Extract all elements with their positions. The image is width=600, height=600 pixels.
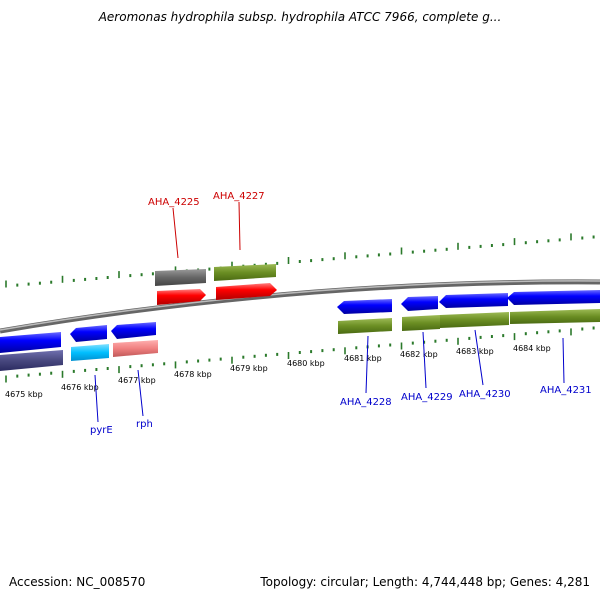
- accession-text: Accession: NC_008570: [9, 575, 146, 589]
- leader-line-aha-4229: [422, 331, 427, 389]
- cds-block-aha-4231[interactable]: [510, 309, 600, 324]
- scale-label: 4684 kbp: [513, 344, 551, 353]
- gene-arrow-aha-4228[interactable]: [337, 299, 392, 314]
- gene-label-aha-4231[interactable]: AHA_4231: [540, 385, 592, 396]
- gene-arrow-aha-4231[interactable]: [507, 290, 600, 305]
- cds-block-aha-4228[interactable]: [338, 318, 392, 334]
- gene-label-pyre[interactable]: pyrE: [90, 425, 113, 436]
- scale-label: 4680 kbp: [287, 359, 325, 368]
- cds-block-rph[interactable]: [113, 340, 158, 357]
- scale-label: 4678 kbp: [174, 370, 212, 379]
- scale-label: 4679 kbp: [230, 364, 268, 373]
- gene-arrow-aha-4229[interactable]: [401, 296, 438, 311]
- scale-label: 4677 kbp: [118, 376, 156, 385]
- gene-label-aha-4229[interactable]: AHA_4229: [401, 392, 453, 403]
- chromosome-backbone: [0, 279, 600, 334]
- gene-label-aha-4225[interactable]: AHA_4225: [148, 197, 200, 208]
- gene-label-aha-4230[interactable]: AHA_4230: [459, 389, 511, 400]
- cds-arrow-aha-4227[interactable]: [216, 283, 277, 300]
- scale-label: 4676 kbp: [61, 383, 99, 392]
- leader-line-pyre: [94, 374, 99, 423]
- gene-label-rph[interactable]: rph: [136, 419, 153, 430]
- leader-line-aha-4225: [172, 207, 179, 259]
- scale-label: 4675 kbp: [5, 390, 43, 399]
- leader-line-aha-4230: [474, 329, 484, 386]
- gene-arrow-rph[interactable]: [111, 322, 156, 339]
- gene-arrow-pyre[interactable]: [70, 325, 107, 342]
- gene-block-aha-4227[interactable]: [214, 264, 276, 281]
- scale-label: 4683 kbp: [456, 347, 494, 356]
- cds-block-pyre[interactable]: [71, 344, 109, 361]
- leader-line-aha-4231: [562, 337, 565, 384]
- cds-arrow-aha-4225[interactable]: [157, 289, 206, 305]
- leader-line-rph: [137, 369, 144, 417]
- leader-line-aha-4228: [365, 335, 369, 394]
- gene-label-aha-4227[interactable]: AHA_4227: [213, 191, 265, 202]
- leader-line-aha-4227: [238, 201, 241, 251]
- upper-tick-track: [5, 233, 595, 288]
- gene-arrow-left-partial[interactable]: [0, 332, 61, 353]
- scale-label: 4681 kbp: [344, 354, 382, 363]
- gene-label-aha-4228[interactable]: AHA_4228: [340, 397, 392, 408]
- gene-block-aha-4225[interactable]: [155, 269, 206, 286]
- map-title: Aeromonas hydrophila subsp. hydrophila A…: [98, 10, 502, 24]
- chromosome-backbone-highlight: [0, 280, 600, 331]
- gene-block-left-partial[interactable]: [0, 350, 63, 371]
- cds-block-aha-4229[interactable]: [402, 315, 440, 331]
- topology-text: Topology: circular; Length: 4,744,448 bp…: [260, 575, 590, 589]
- scale-label: 4682 kbp: [400, 350, 438, 359]
- cds-block-aha-4230[interactable]: [440, 312, 509, 328]
- gene-arrow-aha-4230[interactable]: [439, 293, 508, 308]
